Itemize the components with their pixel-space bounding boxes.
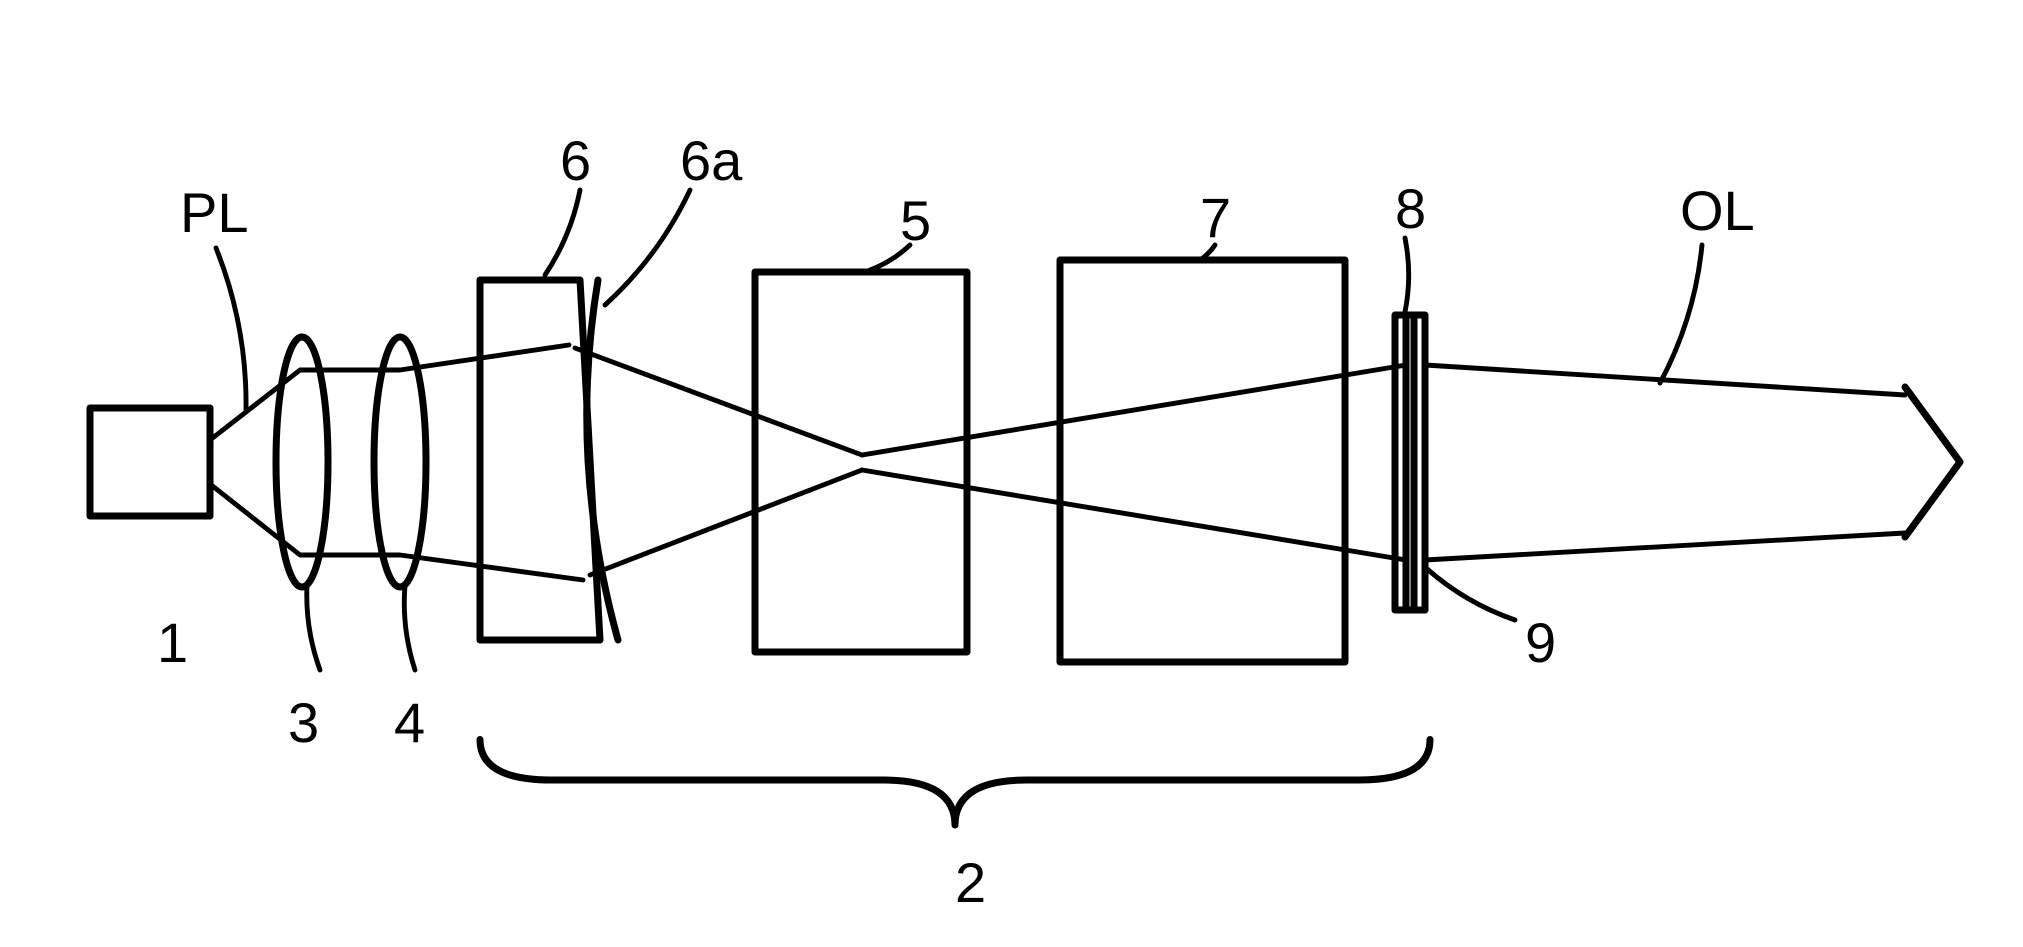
label-wedge_surface: 6a [680,128,742,193]
label-block2: 7 [1200,185,1231,250]
ray-pump_upper [210,345,569,440]
leader-8 [1405,238,1409,312]
ray-cav_lower_out [590,470,862,575]
ray-pump_lower [210,484,583,580]
resonator-brace [480,740,1430,826]
leader-9 [1426,568,1515,620]
output-arrowhead [1905,387,1960,537]
leader-3 [307,585,320,670]
block-5 [755,272,967,652]
label-lens1: 3 [288,690,319,755]
output-plate-inner [1406,315,1414,610]
ray-cav_upper_out [575,348,862,455]
ray-cav_upper_in [862,365,1406,455]
block-7 [1060,260,1345,662]
lens-2 [374,337,426,587]
label-wedge: 6 [560,128,591,193]
label-plate_guide: 9 [1525,610,1556,675]
schematic-svg [0,0,2023,947]
leader-6 [545,190,580,275]
ray-out_lower [1425,533,1905,560]
ray-cav_lower_in [862,470,1406,560]
label-source: 1 [157,610,188,675]
leader-4 [404,585,415,670]
optical-schematic: 1 PL 3 4 6 6a 5 7 8 9 OL 2 [0,0,2023,947]
label-pump_light: PL [180,180,249,245]
label-plate: 8 [1395,176,1426,241]
label-resonator: 2 [955,850,986,915]
wedge-element [480,280,600,640]
leader-6a [605,190,690,305]
output-plate [1395,315,1425,610]
leader-OL [1660,245,1702,383]
label-block1: 5 [900,188,931,253]
leader-PL [216,248,246,410]
label-lens2: 4 [394,690,425,755]
source-box [90,408,210,516]
label-output_light: OL [1680,178,1755,243]
wedge-curved-surface [587,280,618,640]
lens-1 [276,337,328,587]
